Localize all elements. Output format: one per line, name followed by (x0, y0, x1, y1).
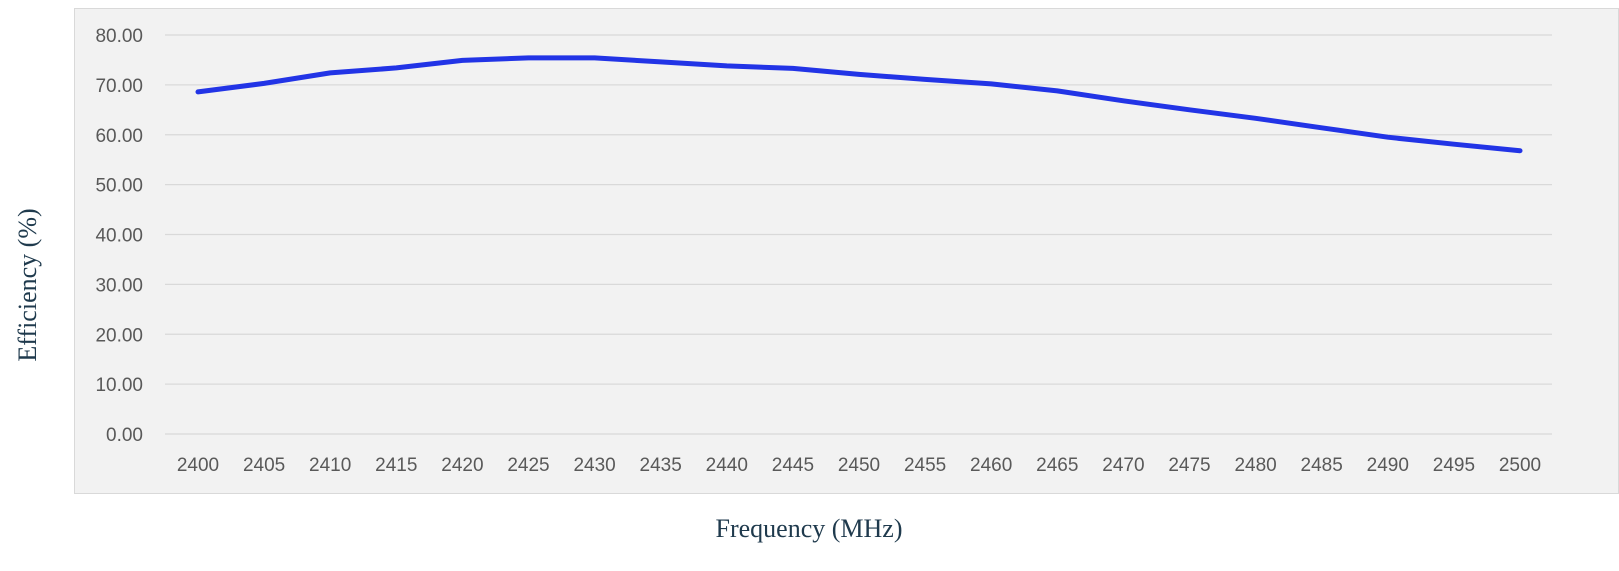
x-tick-label: 2495 (1433, 455, 1475, 476)
x-tick-label: 2445 (772, 455, 814, 476)
x-axis-tick-labels: 2400 2405 2410 2415 2420 2425 2430 2435 2440 2445… (177, 455, 1541, 476)
y-tick-label: 0.00 (106, 425, 143, 446)
x-tick-label: 2415 (375, 455, 417, 476)
chart-area-frame (74, 8, 1619, 494)
gridlines (165, 34, 1552, 435)
series-layer (195, 55, 1523, 154)
y-tick-label: 50.00 (95, 176, 143, 197)
x-tick-label: 2455 (904, 455, 946, 476)
y-tick-label: 30.00 (95, 275, 143, 296)
y-tick-label: 70.00 (95, 76, 143, 97)
x-tick-label: 2490 (1367, 455, 1409, 476)
x-tick-label: 2475 (1168, 455, 1210, 476)
x-tick-label: 2465 (1036, 455, 1078, 476)
y-tick-label: 80.00 (95, 26, 143, 47)
x-tick-label: 2500 (1499, 455, 1541, 476)
x-tick-label: 2420 (441, 455, 483, 476)
y-tick-label: 20.00 (95, 325, 143, 346)
x-tick-label: 2435 (640, 455, 682, 476)
y-tick-label: 10.00 (95, 375, 143, 396)
y-tick-label: 40.00 (95, 226, 143, 247)
x-tick-label: 2440 (706, 455, 748, 476)
x-tick-label: 2410 (309, 455, 351, 476)
x-tick-label: 2430 (573, 455, 615, 476)
x-tick-label: 2485 (1301, 455, 1343, 476)
x-tick-label: 2400 (177, 455, 219, 476)
series-line-0 (195, 55, 1523, 154)
y-axis-title: Efficiency (%) (13, 208, 42, 361)
y-tick-label: 60.00 (95, 126, 143, 147)
x-tick-label: 2460 (970, 455, 1012, 476)
x-tick-label: 2425 (507, 455, 549, 476)
x-tick-label: 2470 (1102, 455, 1144, 476)
x-tick-label: 2450 (838, 455, 880, 476)
x-axis-title: Frequency (MHz) (716, 514, 903, 543)
x-tick-label: 2405 (243, 455, 285, 476)
x-tick-label: 2480 (1234, 455, 1276, 476)
y-axis-tick-labels: 0.00 10.00 20.00 30.00 40.00 50.00 60.00 70.00 8… (95, 26, 143, 446)
